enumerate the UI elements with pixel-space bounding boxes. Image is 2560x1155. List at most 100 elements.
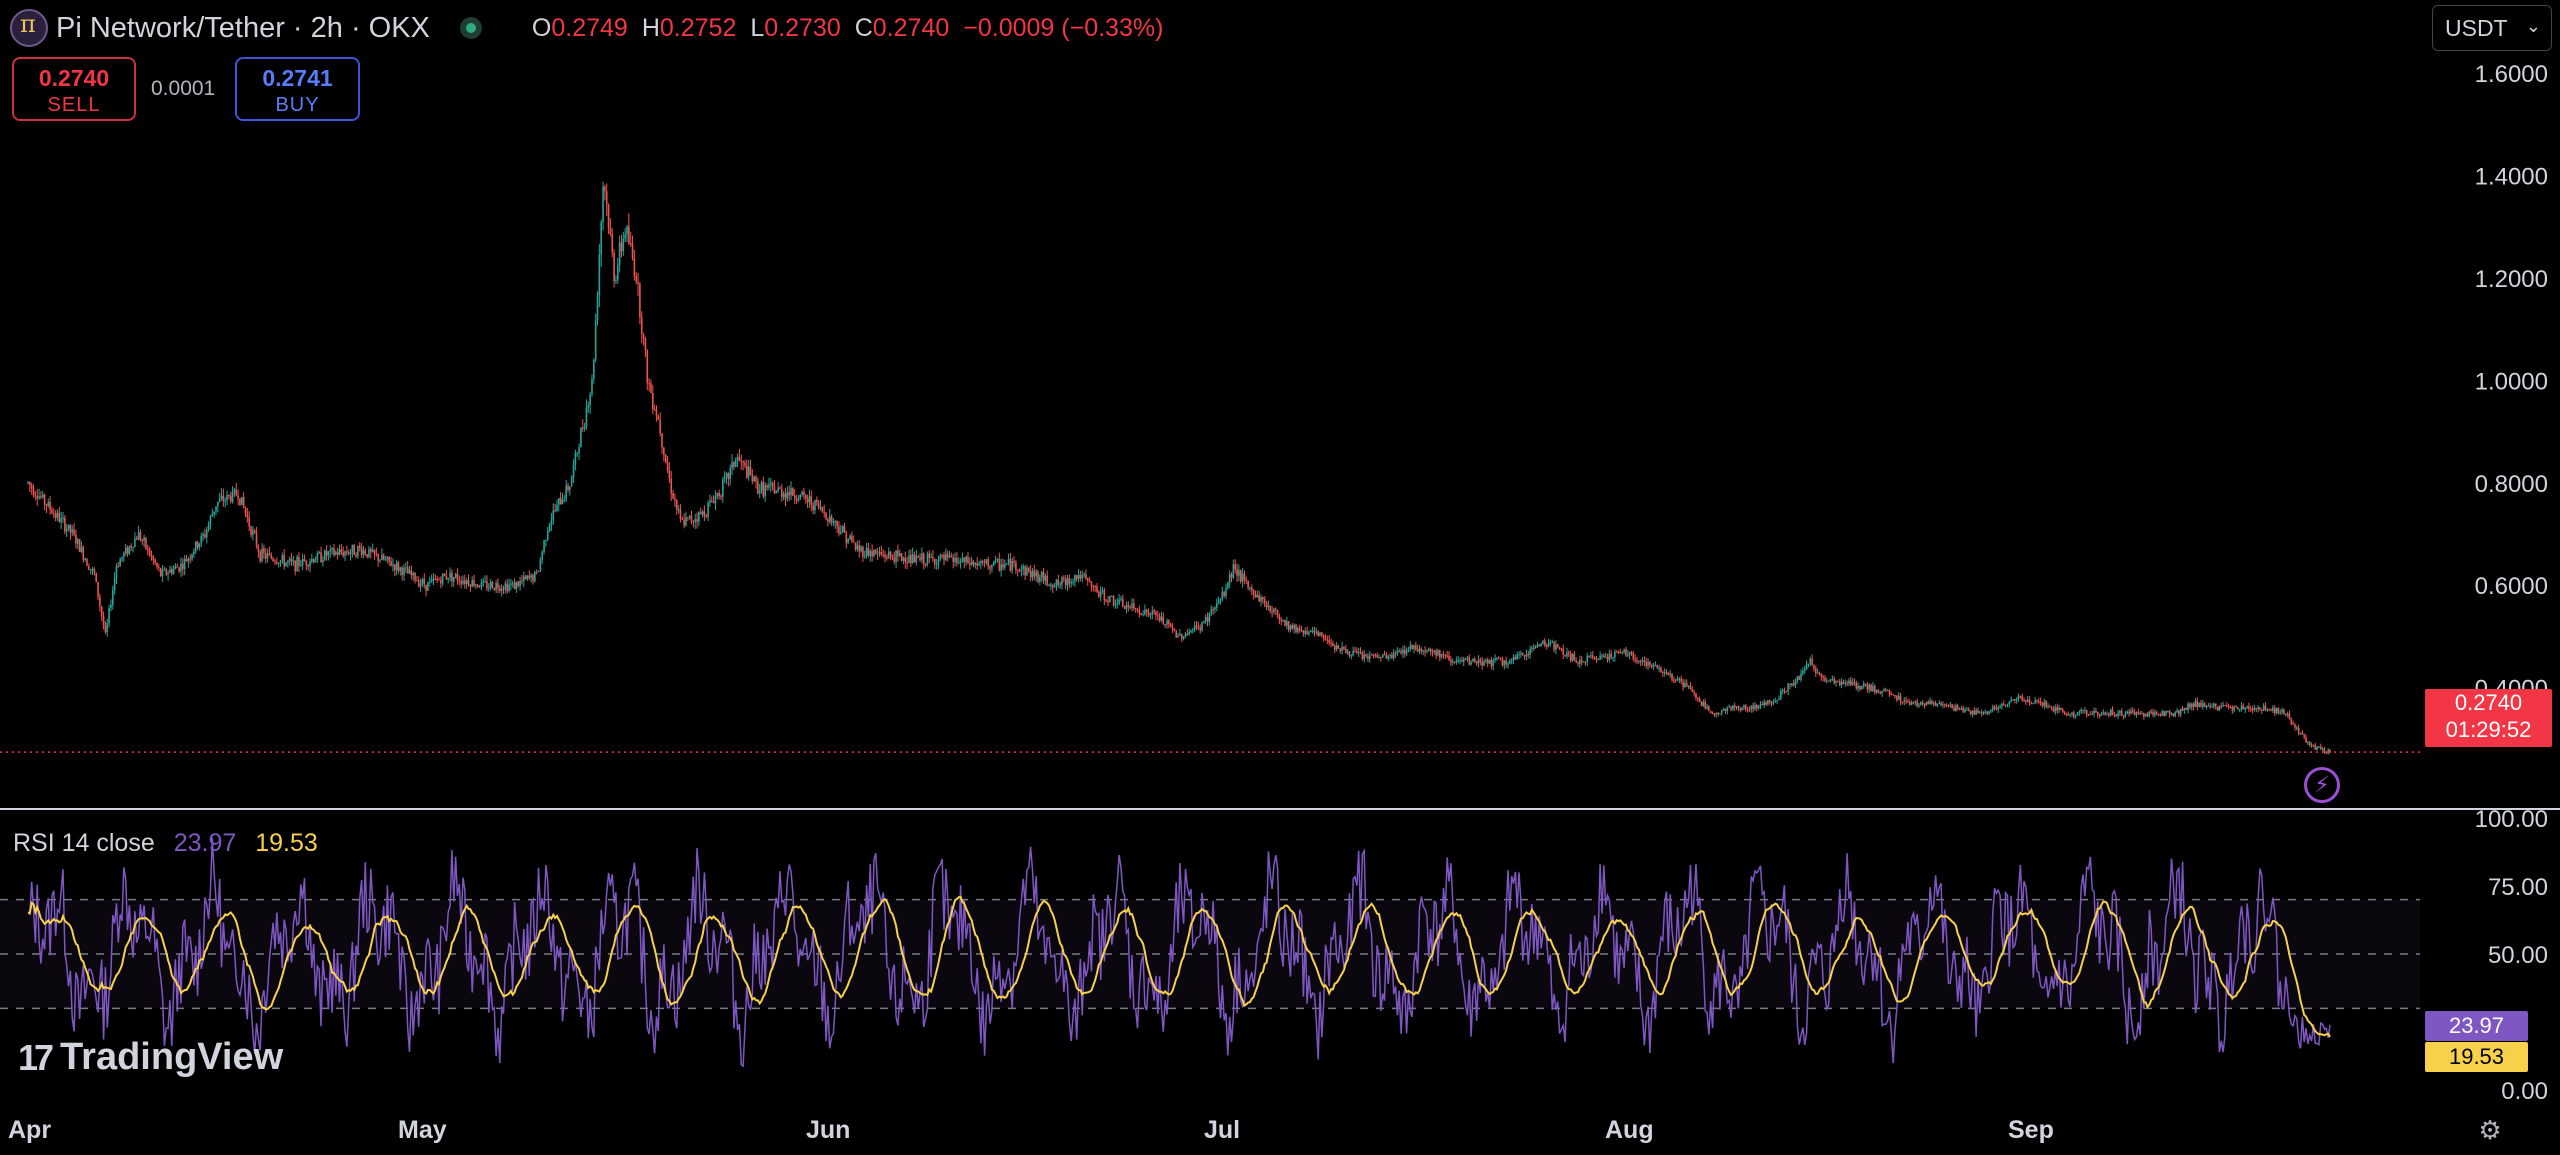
rsi-legend[interactable]: RSI 14 close 23.97 19.53 [13,829,318,858]
candle-body [607,204,610,229]
candle-body [1026,567,1028,576]
candle-body [745,465,748,478]
candle-body [89,568,92,570]
candle-body [1800,673,1802,680]
candle-body [788,492,790,496]
candle-body [1798,676,1800,680]
candle-body [911,554,914,564]
sell-button[interactable]: 0.2740 SELL [12,57,136,121]
candle-body [2272,707,2274,711]
candle-body [1086,578,1089,581]
candle-body [1098,592,1100,597]
candle-body [948,555,951,558]
candle-body [196,541,199,548]
candle-body [285,562,287,567]
candle-body [1840,681,1843,685]
candle-body [1625,649,1627,656]
candle-body [860,546,862,552]
time-tick-label: Jun [806,1116,850,1144]
candle-body [640,317,643,335]
candle-body [718,492,720,497]
candle-body [2060,707,2062,710]
candle-body [1662,671,1664,673]
candle-body [316,553,319,561]
candle-body [2319,746,2322,749]
candle-body [390,561,392,566]
candle-body [75,534,77,544]
candle-body [1337,645,1340,649]
candle-body [288,558,291,562]
buy-button[interactable]: 0.2741 BUY [235,57,360,121]
candle-body [574,453,577,465]
candle-body [113,577,116,591]
candle-body [1359,652,1362,654]
candles [27,181,2331,755]
candle-body [1816,672,1819,674]
candle-body [1765,702,1767,705]
candle-body [1440,654,1443,658]
candle-body [565,485,567,499]
candle-body [2246,706,2248,708]
candle-body [1728,706,1730,708]
candle-body [277,562,280,564]
candle-body [1949,704,1952,706]
candle-body [299,564,302,566]
candle-body [1851,682,1854,686]
time-axis[interactable]: Apr May Jun Jul Aug Sep [8,1116,2054,1144]
candle-body [137,531,140,540]
candle-body [257,546,260,552]
candle-body [1931,701,1933,704]
candle-body [2167,710,2169,712]
candle-body [994,559,997,562]
candle-body [111,590,114,606]
candle-body [392,564,394,566]
candle-body [653,409,656,411]
candle-body [736,457,739,460]
candle-body [1309,630,1312,632]
candle-body [707,502,709,517]
candle-body [644,338,647,351]
candle-body [1698,698,1701,702]
candle-body [1962,708,1965,712]
symbol-title[interactable]: Pi Network/Tether · 2h · OKX [56,11,430,44]
candle-body [115,566,118,578]
candle-body [1580,659,1583,663]
candle-body [832,522,835,524]
candle-body [793,495,796,499]
candle-body [1920,702,1922,705]
candle-body [51,509,53,514]
candle-body [1853,682,1856,684]
candle-body [1921,702,1924,704]
candle-body [550,520,553,524]
candle-body [2052,709,2055,712]
candle-body [1016,570,1019,572]
candle-body [1617,652,1620,654]
candle-body [751,474,754,482]
candle-body [530,575,532,578]
candle-body [915,556,918,563]
candle-body [353,544,356,556]
market-open-icon [459,17,482,39]
lightning-icon[interactable]: ⚡ [2304,767,2340,803]
candle-body [1300,630,1303,632]
candle-body [1053,586,1056,588]
gear-icon[interactable]: ⚙ [2478,1115,2502,1145]
candle-body [2323,748,2326,752]
candle-body [1595,659,1598,661]
candle-body [1628,652,1631,655]
candle-body [141,539,144,541]
candle-body [2100,713,2103,716]
candle-body [2205,705,2208,708]
candle-body [2303,734,2305,738]
candle-body [2283,709,2285,715]
tradingview-logo[interactable]: 17 TradingView [18,1036,283,1079]
candle-body [200,535,203,544]
candle-body [456,573,459,581]
candle-body [1129,606,1131,608]
candle-body [1838,681,1841,685]
candle-body [1663,672,1666,674]
candle-body [1945,704,1948,706]
currency-select[interactable]: USDT ⌄ [2432,5,2552,51]
candle-body [2189,703,2191,708]
